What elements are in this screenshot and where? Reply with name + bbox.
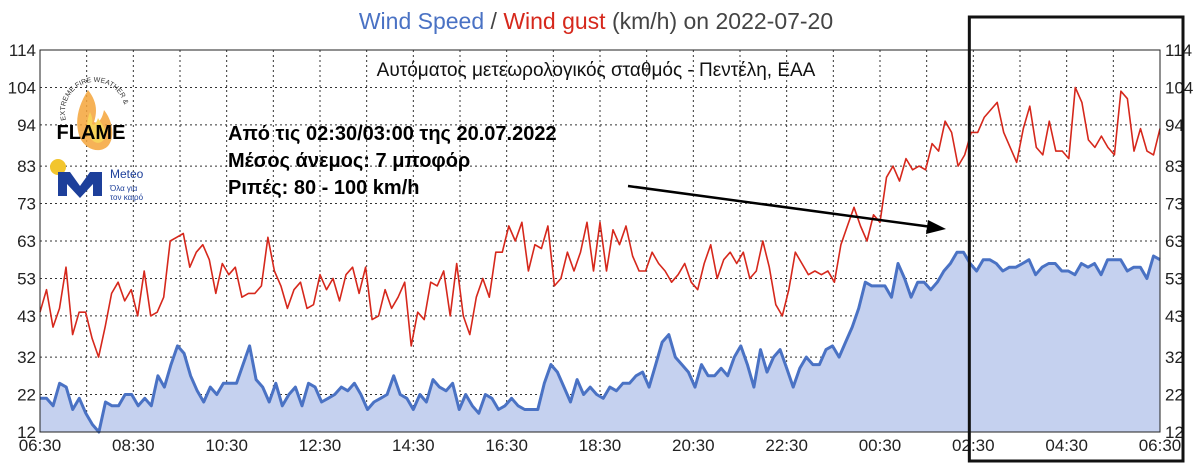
y-tick-label-right: 43	[1165, 307, 1184, 326]
y-tick-label-left: 83	[17, 157, 36, 176]
y-tick-label-right: 53	[1165, 269, 1184, 288]
annotation-line-2: Μέσος άνεμος: 7 μποφόρ	[228, 150, 470, 172]
x-tick-label: 04:30	[1045, 436, 1088, 455]
y-tick-label-right: 83	[1165, 157, 1184, 176]
meteo-logo: Meteo Όλα για τον καιρό	[50, 159, 144, 202]
series-area-0	[40, 252, 1160, 432]
y-tick-label-left: 53	[17, 269, 36, 288]
x-tick-label: 10:30	[205, 436, 248, 455]
chart-title: Wind Speed / Wind gust (km/h) on 2022-07…	[359, 8, 833, 34]
y-tick-label-left: 32	[17, 348, 36, 367]
y-tick-label-left: 43	[17, 307, 36, 326]
annotation-line-3: Ριπές: 80 - 100 km/h	[228, 177, 419, 199]
meteo-tagline-2: τον καιρό	[110, 193, 144, 202]
y-tick-label-right: 94	[1165, 116, 1184, 135]
y-tick-label-left: 12	[17, 423, 36, 442]
y-axis-right: 12 22 32 43 53 63 73 83 94 104 114	[1165, 41, 1193, 442]
x-tick-label: 08:30	[112, 436, 155, 455]
arrow-line	[627, 184, 933, 229]
meteo-name: Meteo	[110, 167, 144, 181]
meteo-m-icon	[58, 172, 102, 198]
arrow-head-icon	[926, 220, 946, 234]
plot-frame	[39, 49, 1161, 433]
y-tick-label-left: 94	[17, 116, 36, 135]
grid-lines	[40, 50, 1160, 432]
y-tick-label-left: 114	[9, 41, 36, 60]
y-tick-label-left: 22	[17, 386, 36, 405]
y-tick-label-right: 12	[1165, 423, 1184, 442]
y-tick-label-right: 104	[1165, 78, 1193, 97]
title-part-2: Wind gust	[503, 8, 606, 34]
annotation-arrow	[627, 184, 946, 234]
x-tick-label: 18:30	[579, 436, 622, 455]
x-tick-label: 00:30	[859, 436, 902, 455]
y-tick-label-left: 104	[8, 78, 36, 97]
y-axis-left: 12 22 32 43 53 63 73 83 94 104 114	[8, 41, 36, 442]
annotation-line-1: Από τις 02:30/03:00 της 20.07.2022	[228, 123, 557, 145]
series-line-wind-gust	[39, 86, 1161, 358]
flame-logo-text: FLAME	[57, 122, 126, 144]
sun-icon	[50, 159, 66, 175]
flame-core-icon	[87, 112, 106, 143]
y-tick-label-right: 63	[1165, 232, 1184, 251]
meteo-tagline-1: Όλα για	[109, 184, 138, 193]
x-tick-label: 06:30	[19, 436, 62, 455]
y-tick-label-left: 73	[17, 195, 36, 214]
title-part-3: (km/h) on 2022-07-20	[606, 8, 834, 34]
y-tick-label-right: 73	[1165, 195, 1184, 214]
x-tick-label: 12:30	[299, 436, 342, 455]
highlight-window-box	[967, 15, 1185, 463]
x-tick-label: 22:30	[765, 436, 808, 455]
series-layer	[39, 86, 1161, 434]
x-axis: 06:30 08:30 10:30 12:30 14:30 16:30 18:30 20:30…	[19, 436, 1182, 455]
title-part-1: /	[484, 8, 503, 34]
x-tick-label: 20:30	[672, 436, 715, 455]
y-tick-label-right: 22	[1165, 386, 1184, 405]
x-tick-label: 02:30	[952, 436, 995, 455]
x-tick-label: 14:30	[392, 436, 435, 455]
x-tick-label: 16:30	[485, 436, 528, 455]
annotation-box: Από τις 02:30/03:00 της 20.07.2022 Μέσος…	[228, 123, 557, 199]
y-tick-label-right: 32	[1165, 348, 1184, 367]
y-tick-label-left: 63	[17, 232, 36, 251]
y-tick-label-right: 114	[1165, 41, 1192, 60]
title-part-0: Wind Speed	[359, 8, 484, 34]
station-subtitle: Αυτόματος μετεωρολογικός σταθμός - Πεντέ…	[377, 60, 816, 81]
series-line-wind-speed	[40, 250, 1161, 434]
x-tick-label: 06:30	[1139, 436, 1182, 455]
